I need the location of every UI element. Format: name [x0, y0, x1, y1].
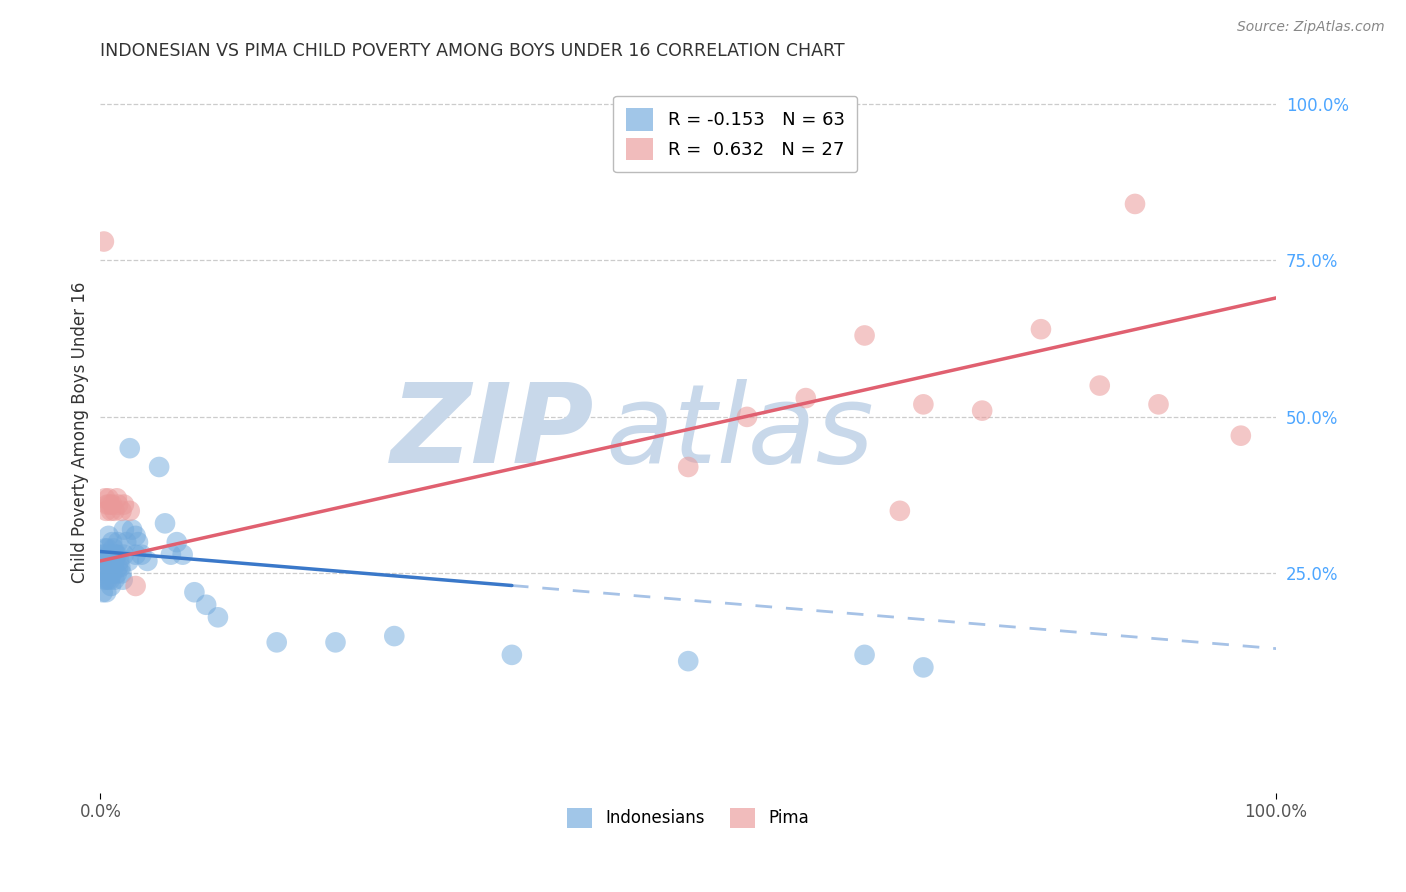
Point	[112, 498, 135, 512]
Text: Source: ZipAtlas.com: Source: ZipAtlas.com	[1237, 20, 1385, 34]
Legend: Indonesians, Pima: Indonesians, Pima	[561, 801, 815, 835]
Point	[127, 535, 149, 549]
Point	[1029, 322, 1052, 336]
Point	[676, 460, 699, 475]
Point	[972, 403, 994, 417]
Point	[93, 548, 115, 562]
Point	[136, 554, 159, 568]
Point	[853, 648, 876, 662]
Point	[735, 409, 758, 424]
Point	[96, 554, 118, 568]
Point	[94, 541, 117, 556]
Point	[101, 548, 124, 562]
Point	[108, 554, 131, 568]
Point	[325, 635, 347, 649]
Point	[93, 235, 115, 249]
Point	[97, 491, 120, 506]
Point	[90, 548, 112, 562]
Point	[103, 554, 125, 568]
Point	[110, 560, 132, 574]
Point	[117, 554, 139, 568]
Point	[101, 566, 124, 581]
Point	[124, 548, 146, 562]
Point	[91, 585, 114, 599]
Point	[124, 579, 146, 593]
Point	[124, 529, 146, 543]
Point	[101, 535, 124, 549]
Point	[96, 585, 118, 599]
Point	[93, 566, 115, 581]
Point	[104, 548, 127, 562]
Point	[148, 460, 170, 475]
Point	[96, 498, 118, 512]
Point	[501, 648, 523, 662]
Point	[96, 541, 118, 556]
Text: INDONESIAN VS PIMA CHILD POVERTY AMONG BOYS UNDER 16 CORRELATION CHART: INDONESIAN VS PIMA CHILD POVERTY AMONG B…	[100, 42, 845, 60]
Point	[94, 491, 117, 506]
Point	[103, 573, 125, 587]
Text: atlas: atlas	[606, 379, 875, 486]
Point	[1123, 197, 1146, 211]
Point	[207, 610, 229, 624]
Point	[131, 548, 153, 562]
Point	[110, 566, 132, 581]
Point	[107, 498, 129, 512]
Point	[382, 629, 405, 643]
Point	[266, 635, 288, 649]
Point	[118, 504, 141, 518]
Point	[96, 573, 118, 587]
Point	[107, 535, 129, 549]
Point	[676, 654, 699, 668]
Text: ZIP: ZIP	[391, 379, 595, 486]
Point	[105, 491, 128, 506]
Point	[1147, 397, 1170, 411]
Point	[91, 560, 114, 574]
Point	[97, 529, 120, 543]
Point	[110, 504, 132, 518]
Point	[1088, 378, 1111, 392]
Point	[111, 573, 134, 587]
Point	[118, 441, 141, 455]
Point	[103, 504, 125, 518]
Point	[853, 328, 876, 343]
Point	[100, 560, 122, 574]
Point	[100, 504, 122, 518]
Point	[153, 516, 176, 531]
Point	[794, 391, 817, 405]
Point	[172, 548, 194, 562]
Point	[166, 535, 188, 549]
Point	[97, 566, 120, 581]
Point	[912, 397, 935, 411]
Point	[889, 504, 911, 518]
Point	[100, 579, 122, 593]
Point	[103, 560, 125, 574]
Point	[103, 541, 125, 556]
Point	[183, 585, 205, 599]
Point	[96, 554, 118, 568]
Point	[112, 548, 135, 562]
Y-axis label: Child Poverty Among Boys Under 16: Child Poverty Among Boys Under 16	[72, 282, 89, 583]
Point	[160, 548, 183, 562]
Point	[912, 660, 935, 674]
Point	[98, 554, 121, 568]
Point	[107, 560, 129, 574]
Point	[115, 535, 138, 549]
Point	[105, 566, 128, 581]
Point	[105, 548, 128, 562]
Point	[96, 504, 118, 518]
Point	[195, 598, 218, 612]
Point	[97, 548, 120, 562]
Point	[112, 523, 135, 537]
Point	[94, 554, 117, 568]
Point	[94, 573, 117, 587]
Point	[98, 573, 121, 587]
Point	[1230, 428, 1253, 442]
Point	[101, 498, 124, 512]
Point	[98, 498, 121, 512]
Point	[121, 523, 143, 537]
Point	[96, 566, 118, 581]
